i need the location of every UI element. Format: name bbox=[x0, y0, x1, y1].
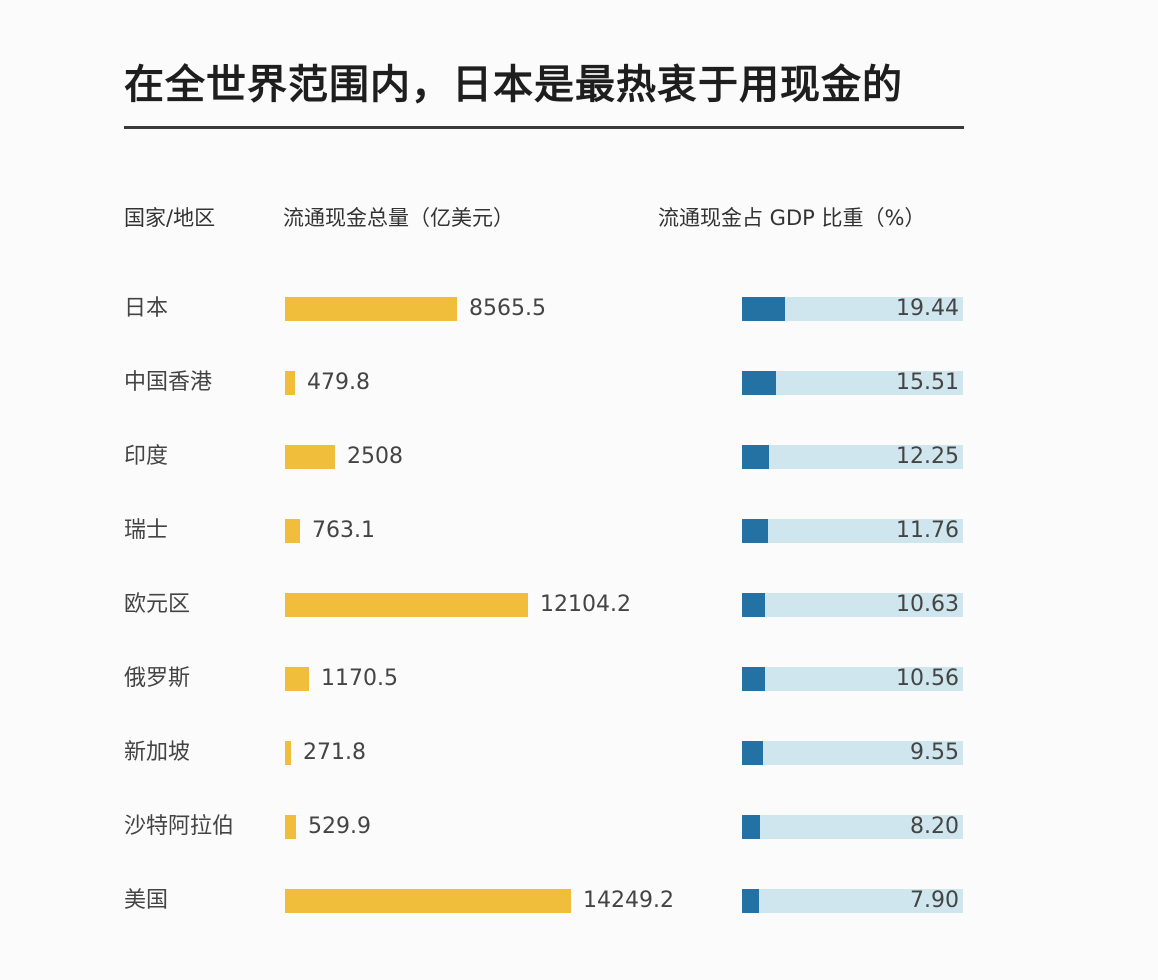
table-row: 新加坡 271.8 9.55 bbox=[0, 738, 1158, 768]
cash-bar bbox=[285, 667, 309, 691]
table-row: 日本 8565.5 19.44 bbox=[0, 294, 1158, 324]
gdp-value: 7.90 bbox=[910, 888, 959, 913]
header-gdp-share: 流通现金占 GDP 比重（%） bbox=[658, 206, 926, 230]
cash-value: 2508 bbox=[347, 444, 403, 469]
cash-value: 529.9 bbox=[308, 814, 371, 839]
gdp-bar-fill bbox=[742, 741, 763, 765]
gdp-bar-fill bbox=[742, 667, 765, 691]
gdp-bar-fill bbox=[742, 519, 768, 543]
gdp-bar-track: 11.76 bbox=[742, 518, 963, 543]
gdp-value: 10.56 bbox=[896, 666, 959, 691]
cash-value: 479.8 bbox=[307, 370, 370, 395]
gdp-value: 10.63 bbox=[896, 592, 959, 617]
table-row: 印度 2508 12.25 bbox=[0, 442, 1158, 472]
cash-value: 271.8 bbox=[303, 740, 366, 765]
country-label: 俄罗斯 bbox=[124, 666, 191, 691]
gdp-bar-fill bbox=[742, 889, 759, 913]
cash-bar bbox=[285, 371, 295, 395]
cash-value: 8565.5 bbox=[469, 296, 546, 321]
header-cash-total: 流通现金总量（亿美元） bbox=[283, 206, 514, 230]
country-label: 新加坡 bbox=[124, 740, 191, 765]
table-row: 美国 14249.2 7.90 bbox=[0, 886, 1158, 916]
cash-bar bbox=[285, 889, 571, 913]
country-label: 美国 bbox=[124, 888, 169, 913]
table-row: 瑞士 763.1 11.76 bbox=[0, 516, 1158, 546]
gdp-bar-fill bbox=[742, 445, 769, 469]
table-row: 沙特阿拉伯 529.9 8.20 bbox=[0, 812, 1158, 842]
country-label: 日本 bbox=[124, 296, 169, 321]
cash-bar bbox=[285, 593, 528, 617]
gdp-value: 9.55 bbox=[910, 740, 959, 765]
gdp-value: 11.76 bbox=[896, 518, 959, 543]
gdp-bar-track: 7.90 bbox=[742, 888, 963, 913]
cash-bar bbox=[285, 815, 296, 839]
country-label: 沙特阿拉伯 bbox=[124, 814, 235, 839]
gdp-bar-track: 10.63 bbox=[742, 592, 963, 617]
cash-value: 14249.2 bbox=[583, 888, 674, 913]
country-label: 欧元区 bbox=[124, 592, 191, 617]
gdp-value: 8.20 bbox=[910, 814, 959, 839]
cash-bar bbox=[285, 297, 457, 321]
country-label: 瑞士 bbox=[124, 518, 169, 543]
header-country: 国家/地区 bbox=[124, 206, 216, 230]
cash-bar bbox=[285, 741, 291, 765]
table-row: 中国香港 479.8 15.51 bbox=[0, 368, 1158, 398]
gdp-bar-track: 10.56 bbox=[742, 666, 963, 691]
cash-value: 763.1 bbox=[312, 518, 375, 543]
gdp-bar-fill bbox=[742, 815, 760, 839]
gdp-bar-track: 12.25 bbox=[742, 444, 963, 469]
chart-title: 在全世界范围内，日本是最热衷于用现金的 bbox=[124, 62, 903, 108]
cash-bar bbox=[285, 445, 335, 469]
country-label: 中国香港 bbox=[124, 370, 213, 395]
gdp-value: 12.25 bbox=[896, 444, 959, 469]
gdp-value: 15.51 bbox=[896, 370, 959, 395]
table-row: 俄罗斯 1170.5 10.56 bbox=[0, 664, 1158, 694]
gdp-bar-fill bbox=[742, 371, 776, 395]
cash-value: 1170.5 bbox=[321, 666, 398, 691]
gdp-bar-fill bbox=[742, 297, 785, 321]
gdp-bar-track: 15.51 bbox=[742, 370, 963, 395]
title-divider bbox=[124, 126, 964, 129]
cash-value: 12104.2 bbox=[540, 592, 631, 617]
cash-bar bbox=[285, 519, 300, 543]
gdp-bar-track: 9.55 bbox=[742, 740, 963, 765]
gdp-bar-track: 19.44 bbox=[742, 296, 963, 321]
country-label: 印度 bbox=[124, 444, 169, 469]
gdp-bar-fill bbox=[742, 593, 765, 617]
gdp-bar-track: 8.20 bbox=[742, 814, 963, 839]
table-row: 欧元区 12104.2 10.63 bbox=[0, 590, 1158, 620]
gdp-value: 19.44 bbox=[896, 296, 959, 321]
